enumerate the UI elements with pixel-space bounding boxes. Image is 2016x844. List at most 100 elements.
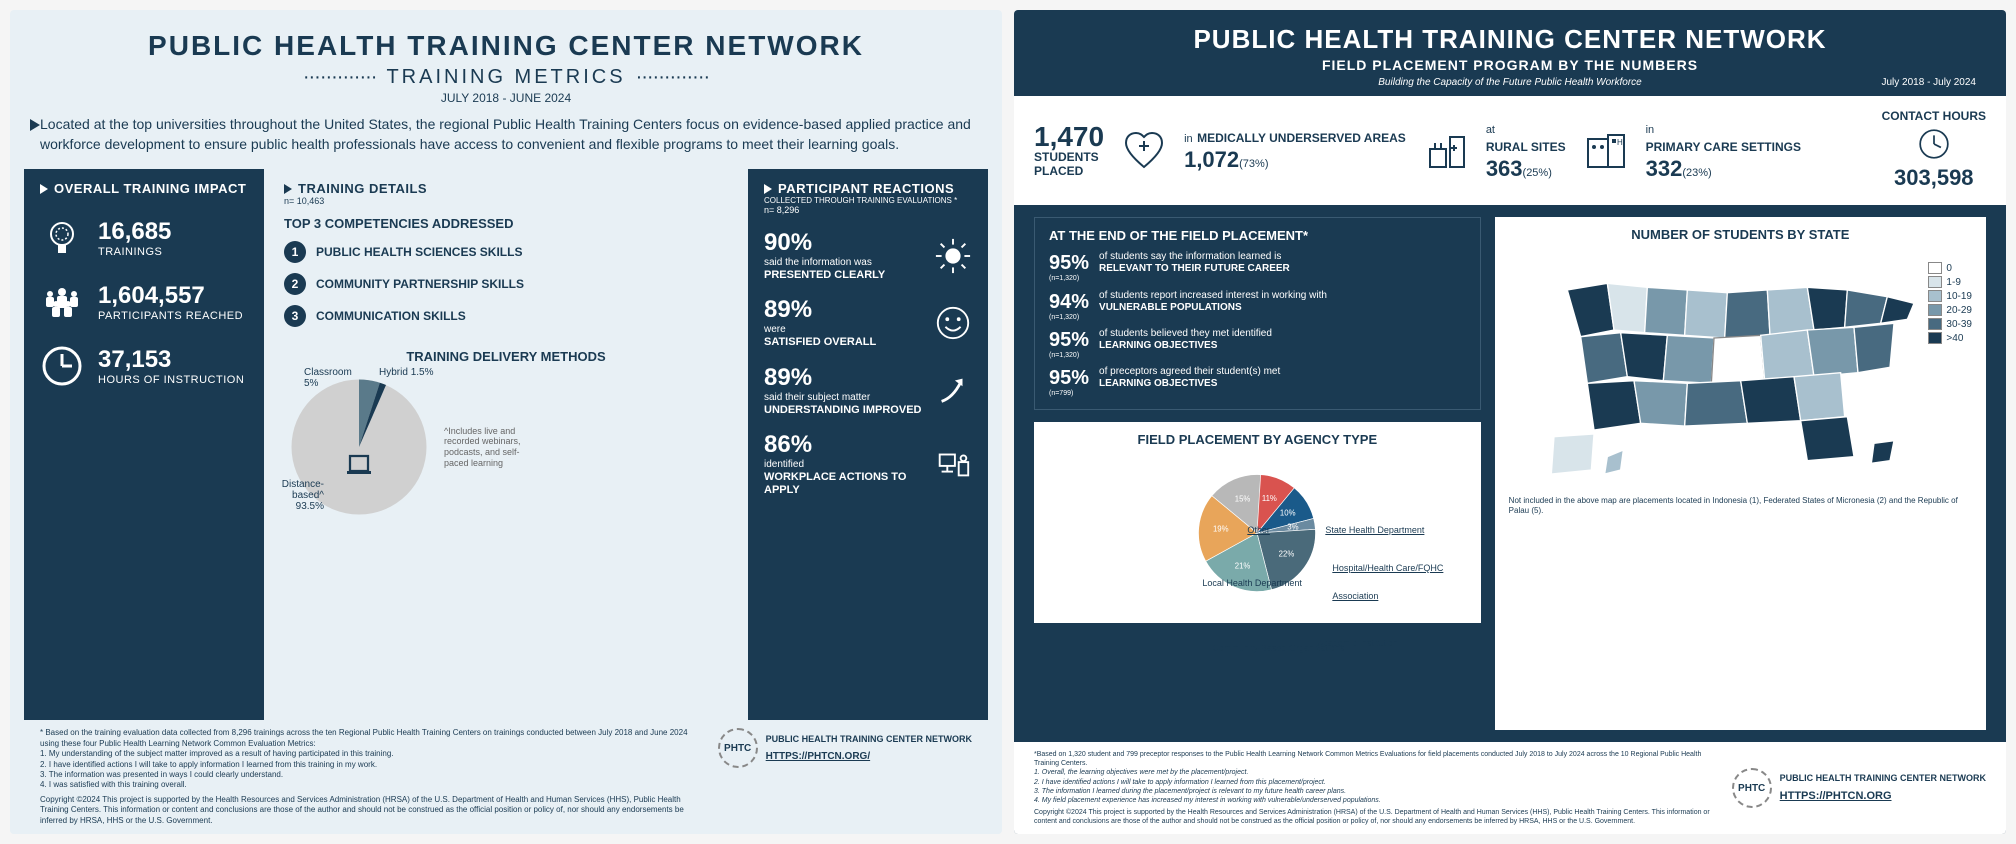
heart-icon [1122, 129, 1166, 173]
training-metrics-panel: PUBLIC HEALTH TRAINING CENTER NETWORK TR… [10, 10, 1002, 834]
people-icon [40, 280, 84, 324]
competency-3: 3COMMUNICATION SKILLS [284, 305, 728, 327]
r-footnote-1: 1. Overall, the learning objectives were… [1034, 768, 1712, 777]
pie-header: FIELD PLACEMENT BY AGENCY TYPE [1048, 432, 1467, 447]
details-header: TRAINING DETAILS [284, 181, 728, 196]
copyright: Copyright ©2024 This project is supporte… [40, 795, 698, 826]
end-header: AT THE END OF THE FIELD PLACEMENT* [1049, 228, 1466, 243]
hybrid-label: Hybrid 1.5% [379, 367, 433, 378]
map-legend: 01-910-1920-2930-39>40 [1928, 260, 1972, 344]
competency-1: 1PUBLIC HEALTH SCIENCES SKILLS [284, 241, 728, 263]
delivery-note: ^Includes live and recorded webinars, po… [444, 426, 534, 469]
r-footer-url[interactable]: HTTPS://PHTCN.ORG [1780, 789, 1986, 803]
participants-num: 1,604,557 [98, 282, 243, 310]
footer-logo: PHTC PUBLIC HEALTH TRAINING CENTER NETWO… [718, 728, 972, 768]
reactions-header: PARTICIPANT REACTIONS [764, 181, 972, 196]
hours-lbl: HOURS OF INSTRUCTION [98, 374, 244, 386]
svg-text:H: H [1617, 138, 1623, 147]
trainings-lbl: TRAININGS [98, 246, 171, 258]
hours-num: 37,153 [98, 346, 244, 374]
pie-label: Hospital/Health Care/FQHC [1332, 563, 1443, 573]
legend-item: 1-9 [1928, 276, 1972, 288]
details-n: n= 10,463 [284, 196, 728, 206]
lightbulb-icon [40, 216, 84, 260]
r-copyright: Copyright ©2024 This project is supporte… [1034, 808, 1712, 826]
rural-icon [1424, 129, 1468, 173]
delivery-header: TRAINING DELIVERY METHODS [284, 349, 728, 364]
us-map-icon [1509, 250, 1972, 490]
svg-text:19%: 19% [1213, 524, 1229, 533]
end-placement-box: AT THE END OF THE FIELD PLACEMENT* 95%(n… [1034, 217, 1481, 410]
left-footer: * Based on the training evaluation data … [10, 720, 1002, 834]
legend-item: 30-39 [1928, 318, 1972, 330]
right-dates: July 2018 - July 2024 [1881, 77, 1976, 88]
reaction-item: 90%said the information wasPRESENTED CLE… [764, 229, 972, 282]
agency-pie-box: FIELD PLACEMENT BY AGENCY TYPE 11%10%3%2… [1034, 422, 1481, 623]
metric-trainings: 16,685TRAININGS [40, 216, 248, 260]
reaction-item: 89%wereSATISFIED OVERALL [764, 296, 972, 349]
clock-small-icon [1915, 125, 1953, 163]
trainings-num: 16,685 [98, 218, 171, 246]
left-body: OVERALL TRAINING IMPACT 16,685TRAININGS … [10, 169, 1002, 720]
competencies-header: TOP 3 COMPETENCIES ADDRESSED [284, 216, 728, 231]
footer-url[interactable]: HTTPS://PHTCN.ORG/ [766, 750, 972, 763]
pie-label: Community-Based Organizations [1212, 643, 1344, 653]
svg-text:10%: 10% [1280, 508, 1296, 517]
pie-label: Local Health Department [1202, 578, 1302, 588]
metric-hours: 37,153HOURS OF INSTRUCTION [40, 344, 248, 388]
svg-text:3%: 3% [1288, 522, 1299, 531]
legend-item: 20-29 [1928, 304, 1972, 316]
legend-item: 10-19 [1928, 290, 1972, 302]
stat-contact: CONTACT HOURS 303,598 [1882, 110, 1986, 191]
map-note: Not included in the above map are placem… [1509, 496, 1972, 515]
phtc-logo-icon: PHTC [718, 728, 758, 768]
map-header: NUMBER OF STUDENTS BY STATE [1509, 227, 1972, 242]
reactions-sub: COLLECTED THROUGH TRAINING EVALUATIONS * [764, 196, 972, 205]
r-footnote-4: 4. My field placement experience has inc… [1034, 796, 1712, 805]
svg-text:22%: 22% [1279, 549, 1295, 558]
participants-lbl: PARTICIPANTS REACHED [98, 310, 243, 322]
r-footnote-main: *Based on 1,320 student and 799 precepto… [1034, 750, 1712, 768]
left-title: PUBLIC HEALTH TRAINING CENTER NETWORK [40, 30, 972, 62]
right-body: AT THE END OF THE FIELD PLACEMENT* 95%(n… [1014, 205, 2006, 742]
impact-column: OVERALL TRAINING IMPACT 16,685TRAININGS … [24, 169, 264, 720]
legend-item: >40 [1928, 332, 1972, 344]
footnote-4: 4. I was satisfied with this training ov… [40, 780, 698, 790]
arrow-icon [934, 371, 972, 409]
reaction-item: 89%said their subject matterUNDERSTANDIN… [764, 364, 972, 417]
right-subtitle: FIELD PLACEMENT PROGRAM BY THE NUMBERS [1044, 57, 1976, 73]
reactions-n: n= 8,296 [764, 205, 972, 215]
logo-text: PUBLIC HEALTH TRAINING CENTER NETWORK [766, 734, 972, 746]
desk-icon [934, 445, 972, 483]
clock-icon [40, 344, 84, 388]
left-header: PUBLIC HEALTH TRAINING CENTER NETWORK TR… [10, 10, 1002, 115]
reactions-column: PARTICIPANT REACTIONS COLLECTED THROUGH … [748, 169, 988, 720]
r-footnote-3: 3. The information I learned during the … [1034, 787, 1712, 796]
left-subtitle: TRAINING METRICS [40, 66, 972, 89]
r-logo-text: PUBLIC HEALTH TRAINING CENTER NETWORK [1780, 773, 1986, 785]
right-header: PUBLIC HEALTH TRAINING CENTER NETWORK FI… [1014, 10, 2006, 96]
delivery-donut: Classroom5% Hybrid 1.5% Distance-based^9… [284, 372, 728, 522]
stat-students: 1,470STUDENTSPLACED [1034, 123, 1104, 177]
stats-row: 1,470STUDENTSPLACED in MEDICALLY UNDERSE… [1014, 96, 2006, 205]
stat-primary: inPRIMARY CARE SETTINGS332(23%) [1646, 120, 1801, 182]
pie-label: Association [1332, 591, 1378, 601]
details-column: TRAINING DETAILS n= 10,463 TOP 3 COMPETE… [264, 169, 748, 720]
smile-icon [934, 304, 972, 342]
r-footer-logo: PHTC PUBLIC HEALTH TRAINING CENTER NETWO… [1732, 750, 1986, 826]
end-row: 94%(n=1,320)of students report increased… [1049, 290, 1466, 322]
stat-underserved: in MEDICALLY UNDERSERVED AREAS1,072(73%) [1184, 129, 1406, 173]
right-title: PUBLIC HEALTH TRAINING CENTER NETWORK [1044, 24, 1976, 55]
end-row: 95%(n=1,320)of students say the informat… [1049, 251, 1466, 283]
footnote-main: * Based on the training evaluation data … [40, 728, 698, 749]
competency-2: 2COMMUNITY PARTNERSHIP SKILLS [284, 273, 728, 295]
right-tagline: Building the Capacity of the Future Publ… [1044, 77, 1976, 88]
map-box: NUMBER OF STUDENTS BY STATE [1495, 217, 1986, 730]
footnote-3: 3. The information was presented in ways… [40, 770, 698, 780]
end-row: 95%(n=1,320)of students believed they me… [1049, 328, 1466, 360]
sun-icon [934, 237, 972, 275]
right-footer: *Based on 1,320 student and 799 precepto… [1014, 742, 2006, 834]
reaction-item: 86%identifiedWORKPLACE ACTIONS TO APPLY [764, 431, 972, 497]
r-phtc-logo-icon: PHTC [1732, 768, 1772, 808]
stat-rural: atRURAL SITES363(25%) [1486, 120, 1566, 182]
